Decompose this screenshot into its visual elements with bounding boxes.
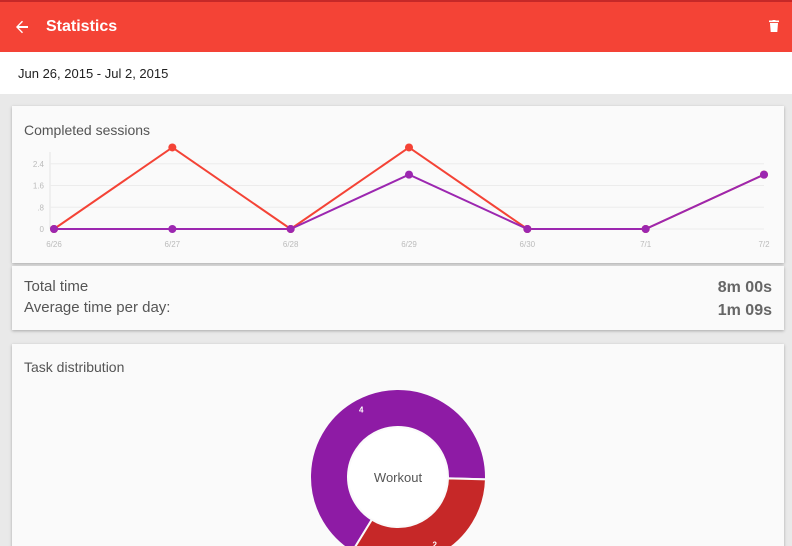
data-point <box>523 225 532 233</box>
y-tick-label: 2.4 <box>33 160 45 169</box>
series-line <box>54 173 765 230</box>
completed-sessions-card: Completed sessions 0 .8 1.6 2.4 6/26 6/27 6/28… <box>12 106 784 263</box>
total-time-value: 8m 00s <box>717 279 772 296</box>
task-donut-chart: 4 2 Workout <box>309 388 487 546</box>
x-tick-label: 6/29 <box>401 240 417 249</box>
y-tick-label: .8 <box>37 203 44 212</box>
average-time-label: Average time per day: <box>24 299 171 316</box>
trash-icon <box>769 20 779 32</box>
total-time-label: Total time <box>24 278 89 295</box>
data-point <box>641 225 650 233</box>
data-point <box>286 225 295 233</box>
data-point <box>760 170 768 179</box>
data-point <box>405 170 413 179</box>
arrow-left-icon <box>16 20 28 34</box>
x-tick-label: 6/28 <box>283 240 299 249</box>
x-tick-label: 7/1 <box>640 240 652 249</box>
date-range-end: Jul 2, 2015 <box>104 65 169 81</box>
y-tick-label: 0 <box>40 225 45 234</box>
app-bar: Statistics <box>0 0 792 52</box>
data-point <box>168 143 177 152</box>
donut-hole <box>349 428 447 526</box>
sessions-line-chart: 0 .8 1.6 2.4 6/26 6/27 6/28 6/29 6/30 7/1 7/2 <box>33 143 770 249</box>
donut-slice-label: 2 <box>432 541 437 546</box>
data-point <box>405 143 413 152</box>
average-time-value: 1m 09s <box>717 302 772 319</box>
date-range[interactable]: Jun 26, 2015 - Jul 2, 2015 <box>0 52 792 94</box>
task-distribution-card: Task distribution 4 2 Workout <box>12 344 784 546</box>
x-tick-label: 6/26 <box>46 240 62 249</box>
donut-slice[interactable] <box>352 477 487 546</box>
y-tick-label: 1.6 <box>33 182 45 191</box>
x-tick-label: 7/2 <box>758 240 770 249</box>
data-point <box>168 225 177 233</box>
distribution-card-title: Task distribution <box>24 359 125 375</box>
x-tick-label: 6/30 <box>520 240 536 249</box>
time-summary-card: Total time 8m 00s Average time per day: … <box>12 266 784 330</box>
series-line <box>53 146 765 231</box>
delete-button[interactable] <box>762 14 786 38</box>
donut-slice-label: 4 <box>359 405 364 414</box>
date-range-start: Jun 26, 2015 <box>18 65 94 81</box>
donut-slice[interactable] <box>309 388 487 546</box>
x-tick-label: 6/27 <box>165 240 181 249</box>
data-point <box>50 225 58 233</box>
date-range-separator: - <box>93 65 105 81</box>
back-button[interactable] <box>2 7 42 47</box>
donut-center-label: Workout <box>374 470 423 485</box>
page-title: Statistics <box>46 18 118 35</box>
sessions-card-title: Completed sessions <box>24 122 151 138</box>
